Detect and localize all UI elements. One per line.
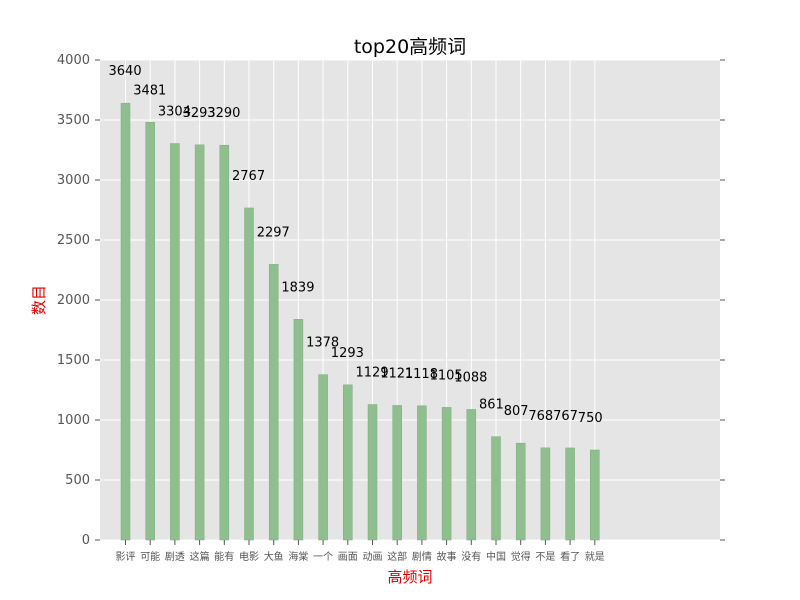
data-label: 3304 (158, 105, 191, 120)
bar (120, 102, 131, 541)
y-axis-ticks: 0 500 1000 1500 2000 2500 3000 3500 4000 (57, 53, 725, 548)
y-axis-label: 数目 (30, 285, 48, 315)
bar (441, 407, 452, 541)
data-label: 807 (504, 404, 529, 419)
data-label: 1121 (380, 366, 413, 381)
bar (491, 436, 501, 541)
x-tick-label: 不是 (535, 551, 555, 563)
bar (540, 447, 551, 541)
data-label: 3481 (133, 83, 166, 98)
bar (367, 404, 378, 541)
y-tick-label: 3500 (57, 113, 90, 128)
y-tick-label: 2000 (57, 293, 90, 308)
bar (343, 384, 353, 541)
bar (590, 449, 600, 541)
y-tick-label: 2500 (57, 233, 90, 248)
x-tick-label: 大鱼 (264, 550, 284, 563)
x-tick-label: 就是 (585, 550, 605, 563)
bar (145, 122, 155, 541)
bar (170, 143, 180, 541)
x-tick-label: 能有 (214, 550, 234, 563)
x-tick-label: 中国 (486, 550, 506, 563)
x-tick-label: 海棠 (288, 550, 308, 563)
data-label: 1293 (331, 346, 364, 361)
y-tick-label: 1000 (57, 413, 90, 428)
data-label: 1839 (281, 280, 314, 295)
x-tick-label: 没有 (461, 550, 481, 563)
bar (466, 409, 477, 541)
x-tick-label: 故事 (437, 550, 457, 563)
y-tick-label: 0 (82, 533, 90, 548)
y-tick-label: 500 (65, 473, 90, 488)
data-label: 3290 (207, 106, 240, 121)
data-label: 3293 (183, 106, 216, 121)
data-label: 1378 (306, 336, 339, 351)
data-label: 1105 (430, 368, 463, 383)
x-tick-label: 这篇 (190, 550, 210, 563)
data-label: 750 (578, 411, 603, 426)
x-tick-label: 一个 (313, 551, 333, 563)
y-tick-label: 1500 (57, 353, 90, 368)
data-label: 861 (479, 398, 504, 413)
bar (219, 144, 230, 541)
y-tick-label: 4000 (57, 53, 90, 68)
data-label: 2767 (232, 169, 265, 184)
bar (318, 374, 328, 541)
bar (194, 144, 205, 541)
x-axis-label: 高频词 (387, 568, 432, 586)
x-tick-label: 画面 (338, 552, 358, 563)
bar (417, 405, 427, 541)
data-label: 1088 (454, 370, 487, 385)
data-label: 767 (553, 409, 578, 424)
bar (515, 442, 526, 541)
bar (244, 207, 254, 541)
x-tick-label: 动画 (363, 551, 383, 563)
bar (392, 405, 402, 541)
chart-title: top20高频词 (354, 36, 466, 58)
y-tick-label: 3000 (57, 173, 90, 188)
data-label: 1118 (405, 367, 438, 382)
x-tick-label: 剧透 (165, 551, 185, 563)
bar (268, 264, 279, 541)
x-axis-ticks: 影评 可能 剧透 这篇 能有 电影 大鱼 海棠 一个 画面 动画 这部 剧情 故事 没有 中国 觉得 不是 看了 就是 (116, 540, 605, 563)
x-tick-label: 这部 (387, 550, 407, 563)
x-tick-label: 看了 (560, 550, 580, 563)
bar (293, 319, 304, 541)
bars (120, 102, 600, 541)
x-tick-label: 电影 (239, 550, 259, 563)
data-label: 768 (528, 409, 553, 424)
data-label: 2297 (257, 225, 290, 240)
x-tick-label: 剧情 (412, 550, 432, 563)
data-label: 3640 (109, 64, 142, 79)
x-tick-label: 觉得 (511, 551, 531, 563)
x-tick-label: 影评 (116, 551, 136, 563)
data-label: 1129 (356, 366, 389, 381)
bar (565, 447, 575, 541)
x-tick-label: 可能 (140, 550, 160, 563)
